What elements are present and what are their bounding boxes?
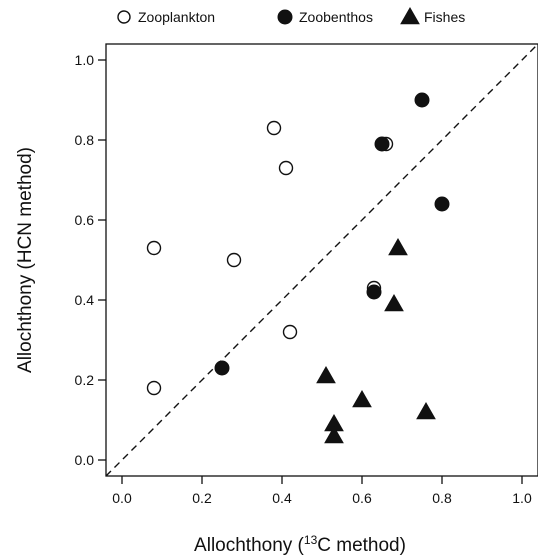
zoobenthos-legend-label: Zoobenthos bbox=[299, 9, 373, 25]
zooplankton-point bbox=[146, 380, 162, 396]
zooplankton-legend-label: Zooplankton bbox=[138, 9, 215, 25]
y-tick-label: 0.0 bbox=[75, 452, 95, 468]
zooplankton-point bbox=[146, 240, 162, 256]
y-tick-label: 0.2 bbox=[75, 372, 95, 388]
zoobenthos-point bbox=[214, 360, 230, 376]
zoobenthos-point bbox=[414, 92, 430, 108]
y-tick-label: 0.8 bbox=[75, 132, 95, 148]
x-axis-label-superscript: 13 bbox=[304, 533, 318, 547]
fishes-point bbox=[316, 365, 336, 384]
zoobenthos-point bbox=[366, 284, 382, 300]
y-tick-label: 1.0 bbox=[75, 52, 95, 68]
zooplankton-legend-marker bbox=[117, 10, 131, 24]
x-axis-label: Allochthony (13C method) bbox=[194, 533, 406, 556]
fishes-point bbox=[388, 237, 408, 256]
zoobenthos-point bbox=[374, 136, 390, 152]
x-tick-label: 1.0 bbox=[512, 490, 532, 506]
identity-line bbox=[105, 43, 538, 477]
y-tick-label: 0.4 bbox=[75, 292, 95, 308]
x-axis-label-prefix: Allochthony ( bbox=[194, 535, 305, 556]
fishes-point bbox=[352, 389, 372, 408]
legend: Zooplankton Zoobenthos Fishes bbox=[117, 6, 465, 25]
y-tick-label: 0.6 bbox=[75, 212, 95, 228]
zoobenthos-point bbox=[434, 196, 450, 212]
x-tick-label: 0.0 bbox=[112, 490, 132, 506]
data-points bbox=[146, 92, 450, 444]
zooplankton-point bbox=[278, 160, 294, 176]
x-axis-label-suffix: C method) bbox=[317, 535, 406, 556]
zooplankton-point bbox=[266, 120, 282, 136]
plot-frame bbox=[105, 43, 538, 477]
fishes-legend-marker bbox=[400, 6, 420, 25]
axis-ticks: 0.0 0.2 0.4 0.6 0.8 1.0 0.0 0.2 0.4 0.6 0.8 1.0 bbox=[75, 52, 532, 506]
zooplankton-point bbox=[282, 324, 298, 340]
zoobenthos-legend-marker bbox=[277, 9, 293, 25]
zooplankton-point bbox=[226, 252, 242, 268]
y-axis-label: Allochthony (HCN method) bbox=[15, 147, 36, 373]
fishes-point bbox=[416, 401, 436, 420]
x-tick-label: 0.4 bbox=[272, 490, 292, 506]
fishes-point bbox=[324, 425, 344, 444]
x-tick-label: 0.6 bbox=[352, 490, 372, 506]
x-tick-label: 0.2 bbox=[192, 490, 212, 506]
x-tick-label: 0.8 bbox=[432, 490, 452, 506]
fishes-point bbox=[384, 293, 404, 312]
fishes-legend-label: Fishes bbox=[424, 9, 465, 25]
